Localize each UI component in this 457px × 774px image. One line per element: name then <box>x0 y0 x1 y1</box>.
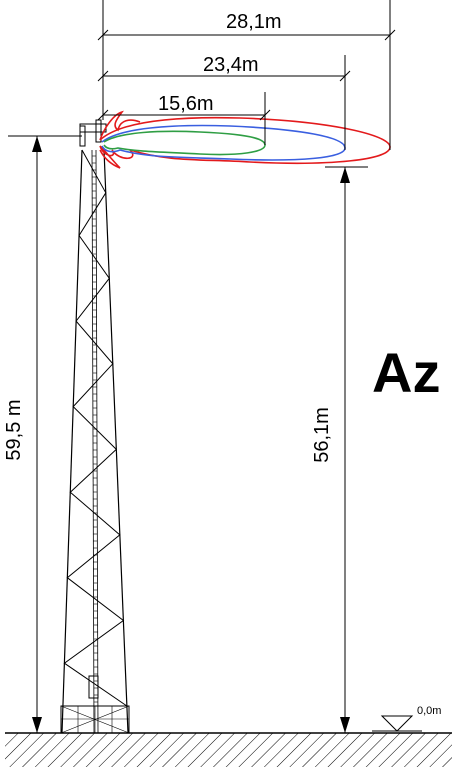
radiation-pattern <box>99 110 391 169</box>
dimension-blue <box>97 55 351 150</box>
range-red-label: 28,1m <box>226 11 282 33</box>
range-green-label: 15,6m <box>158 93 214 115</box>
green-lobe <box>103 130 266 156</box>
range-blue-label: 23,4m <box>203 54 259 76</box>
ground <box>5 732 452 767</box>
dimension-green <box>97 92 271 145</box>
dimension-red <box>97 0 396 150</box>
antenna-height-label: 56,1m <box>311 407 333 463</box>
ground-level-label: 0,0m <box>417 705 441 717</box>
red-lobe <box>99 110 391 169</box>
tower <box>60 119 130 734</box>
azimuth-label: Az <box>372 341 440 404</box>
tower-height-label: 59,5 m <box>3 399 25 460</box>
ground-level-marker: 0,0m <box>372 705 441 732</box>
blue-lobe <box>101 124 346 161</box>
dimension-antenna-height <box>325 166 368 733</box>
dimension-tower-height <box>8 135 82 733</box>
